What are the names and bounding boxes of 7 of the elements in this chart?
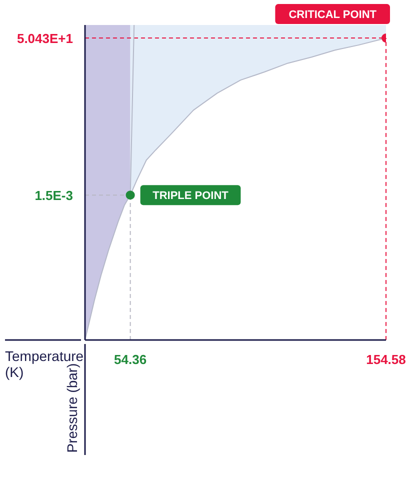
- y-tick-label: 5.043E+1: [16, 31, 73, 46]
- y-tick-label: 1.5E-3: [34, 188, 73, 204]
- annotation: TRIPLE POINT: [152, 190, 229, 202]
- annotation: CRITICAL POINT: [288, 9, 377, 22]
- y-axis-title: Pressure (bar): [64, 363, 80, 453]
- x-tick-label: 54.36: [114, 352, 147, 367]
- x-tick-label: 154.58: [366, 352, 406, 367]
